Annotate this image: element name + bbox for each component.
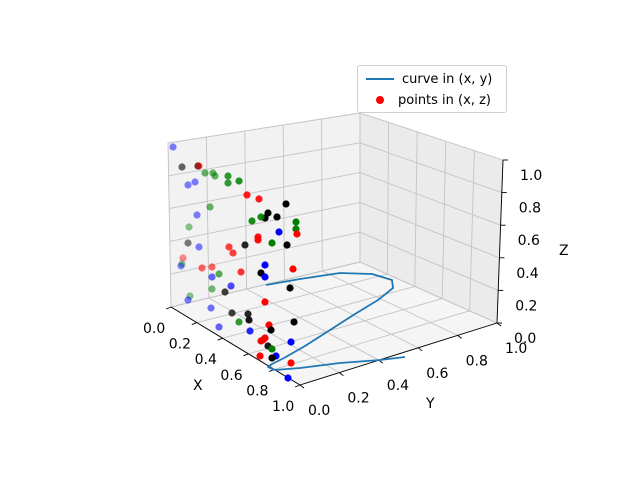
x-axis-line bbox=[170, 306, 301, 386]
legend-entry-curve: curve in (x, y) bbox=[358, 69, 492, 89]
scatter-points bbox=[169, 143, 301, 382]
tick-marks bbox=[165, 159, 508, 389]
y-axis-label: Y bbox=[425, 396, 435, 412]
svg-text:0.4: 0.4 bbox=[516, 266, 538, 282]
svg-text:0.2: 0.2 bbox=[169, 337, 191, 353]
svg-text:1.0: 1.0 bbox=[272, 399, 294, 415]
legend-entry-points: points in (x, z) bbox=[358, 90, 491, 110]
z-axis-label: Z bbox=[559, 243, 569, 259]
svg-text:0.0: 0.0 bbox=[514, 331, 536, 347]
dot-swatch-icon bbox=[376, 96, 384, 104]
svg-text:0.8: 0.8 bbox=[246, 383, 268, 399]
svg-text:1.0: 1.0 bbox=[505, 341, 527, 357]
legend-label-points: points in (x, z) bbox=[398, 92, 491, 108]
svg-text:0.4: 0.4 bbox=[387, 378, 409, 394]
svg-text:0.6: 0.6 bbox=[518, 233, 540, 249]
svg-text:1.0: 1.0 bbox=[520, 168, 542, 184]
svg-text:0.0: 0.0 bbox=[143, 321, 165, 337]
tick-labels: 0.00.00.00.20.20.20.40.40.40.6 0.60.60.80… bbox=[143, 168, 542, 419]
svg-text:0.4: 0.4 bbox=[195, 352, 217, 368]
line-swatch-icon bbox=[366, 78, 394, 80]
curve-line bbox=[265, 272, 406, 371]
legend-label-curve: curve in (x, y) bbox=[402, 71, 493, 87]
svg-text:0.6: 0.6 bbox=[426, 366, 448, 382]
svg-text:0.6: 0.6 bbox=[220, 368, 242, 384]
svg-text:0.0: 0.0 bbox=[308, 403, 330, 419]
svg-text:0.2: 0.2 bbox=[347, 391, 369, 407]
svg-text:0.2: 0.2 bbox=[515, 298, 537, 314]
y-axis-line bbox=[299, 322, 498, 386]
svg-text:0.8: 0.8 bbox=[519, 201, 541, 217]
x-axis-label: X bbox=[193, 378, 203, 394]
z-axis-line bbox=[496, 159, 504, 324]
legend: curve in (x, y) points in (x, z) bbox=[357, 65, 507, 113]
grid-lines bbox=[167, 112, 504, 386]
svg-text:0.8: 0.8 bbox=[466, 353, 488, 369]
